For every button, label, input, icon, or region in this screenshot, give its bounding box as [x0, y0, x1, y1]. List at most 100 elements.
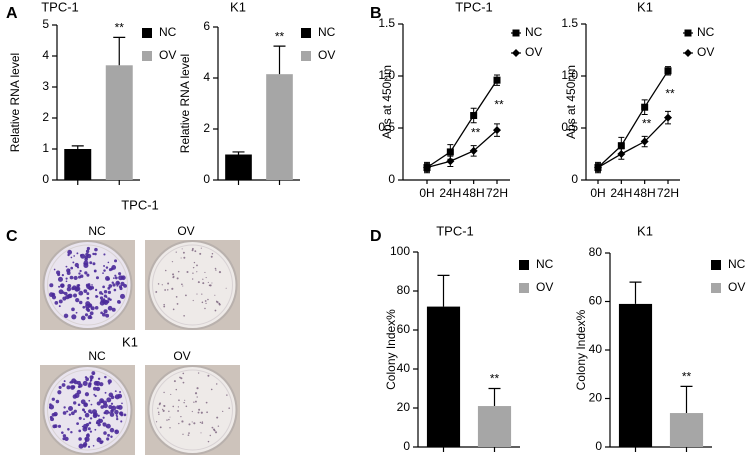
legend-marker [512, 49, 520, 57]
colony [172, 405, 175, 408]
colony [66, 410, 68, 413]
colony [73, 380, 78, 385]
colony [182, 433, 184, 435]
colony [123, 413, 127, 417]
colony [57, 276, 63, 282]
colony [57, 424, 62, 428]
legend-swatch [711, 283, 721, 293]
colony [175, 251, 177, 253]
colony [109, 427, 115, 433]
image-label: NC [88, 224, 106, 238]
colony [181, 283, 183, 286]
colony [90, 378, 93, 381]
colony [83, 410, 87, 414]
colony [99, 382, 104, 387]
colony [64, 436, 69, 441]
colony [196, 387, 199, 390]
y-tick-label: 1.5 [561, 16, 578, 30]
colony [95, 386, 101, 392]
colony [168, 410, 170, 413]
colony [118, 301, 121, 304]
colony [192, 272, 194, 274]
y-tick-label: 0 [203, 172, 210, 186]
colony [65, 277, 68, 280]
colony [164, 269, 167, 272]
colony [182, 285, 184, 287]
y-tick-label: 3 [42, 79, 49, 93]
colony [93, 412, 98, 417]
y-axis-label: Relative RNA level [178, 54, 192, 153]
annotation: ** [682, 370, 692, 384]
x-tick-label: 24H [439, 186, 461, 200]
colony [176, 303, 179, 305]
colony [119, 293, 126, 299]
colony [216, 301, 219, 304]
colony [163, 303, 165, 306]
colony [90, 403, 93, 406]
colony [180, 415, 182, 418]
dish [147, 365, 238, 455]
colony [210, 388, 213, 391]
colony [87, 283, 91, 286]
colony [70, 266, 74, 270]
y-axis-label: Colony Index% [574, 309, 588, 390]
colony [121, 276, 124, 280]
y-tick-label: 0 [388, 172, 395, 186]
colony [63, 380, 66, 383]
colony [177, 406, 180, 408]
colony [102, 272, 104, 274]
colony [61, 274, 64, 277]
colony [121, 402, 123, 405]
colony [111, 265, 117, 270]
colony [209, 434, 212, 437]
colony [201, 293, 203, 295]
colony [106, 437, 110, 441]
colony [163, 305, 166, 308]
colony [182, 251, 185, 254]
colony [205, 401, 208, 404]
line [597, 117, 669, 169]
colony [108, 298, 111, 301]
colony [86, 273, 90, 277]
marker [640, 137, 649, 146]
colony [94, 252, 97, 256]
colony [201, 422, 204, 425]
colony [57, 390, 62, 395]
error-bar [437, 274, 450, 307]
colony [80, 315, 86, 321]
colony [69, 275, 74, 280]
colony [196, 396, 198, 398]
bar [618, 303, 653, 447]
colony [110, 409, 114, 412]
colony [64, 291, 68, 296]
legend-swatch [301, 28, 311, 38]
colony [169, 427, 171, 429]
legend-marker [684, 29, 692, 37]
colony [225, 287, 227, 289]
colony [178, 422, 180, 425]
legend-label: OV [159, 48, 176, 62]
colony [155, 421, 158, 423]
colony [199, 421, 202, 424]
legend-label: NC [536, 257, 554, 271]
colony [120, 420, 123, 423]
colony [89, 261, 93, 265]
colony [72, 261, 75, 264]
marker [423, 163, 431, 172]
colony [201, 301, 204, 304]
error-bar [71, 145, 84, 149]
colony [66, 271, 71, 275]
y-tick-label: 2 [203, 121, 210, 135]
y-tick-label: 4 [203, 70, 210, 84]
colony [166, 419, 168, 421]
colony [157, 283, 160, 285]
colony [167, 289, 169, 291]
colony [82, 380, 88, 386]
colony [199, 252, 202, 255]
colony [115, 414, 118, 417]
colony [175, 388, 177, 391]
colony [78, 300, 83, 305]
colony [191, 410, 193, 413]
colony [97, 414, 100, 417]
